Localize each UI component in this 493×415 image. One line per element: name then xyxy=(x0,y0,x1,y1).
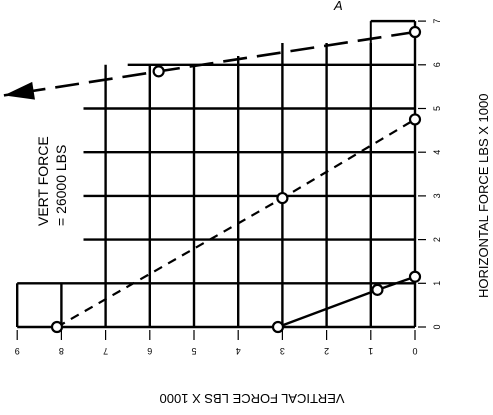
y-tick-label: 5 xyxy=(432,106,442,111)
chart-series xyxy=(3,25,422,334)
data-point xyxy=(408,270,422,283)
annotation-vert-force-value: = 26000 LBS xyxy=(53,145,69,226)
x-tick-label: 3 xyxy=(280,346,285,356)
y-tick-label: 3 xyxy=(432,193,442,198)
arrowhead xyxy=(3,81,35,100)
data-point xyxy=(408,25,422,39)
y-tick-label: 0 xyxy=(432,324,442,329)
data-point xyxy=(50,320,64,334)
annotation-vert-force: VERT FORCE xyxy=(35,136,51,226)
y-tick-label: 7 xyxy=(432,19,442,24)
y-tick-label: 4 xyxy=(432,150,442,155)
y-tick-label: 6 xyxy=(432,62,442,67)
y-axis-label: HORIZONTAL FORCE LBS X 1000 xyxy=(476,94,491,298)
data-point xyxy=(276,191,289,205)
x-tick-label: 0 xyxy=(412,346,417,356)
x-tick-label: 8 xyxy=(59,346,64,356)
y-tick-label: 1 xyxy=(432,281,442,286)
x-tick-label: 1 xyxy=(368,346,373,356)
data-point xyxy=(408,113,422,126)
x-tick-label: 6 xyxy=(147,346,152,356)
data-point xyxy=(371,283,384,296)
x-tick-label: 5 xyxy=(191,346,196,356)
chart-ticks: 0 1 2 3 4 5 6 7 0 1 2 3 4 5 6 7 8 9 xyxy=(15,19,442,356)
chart-grid xyxy=(16,19,417,329)
annotation-a: A xyxy=(333,0,343,13)
x-tick-label: 9 xyxy=(15,346,20,356)
x-tick-label: 7 xyxy=(103,346,108,356)
x-tick-label: 2 xyxy=(324,346,329,356)
x-tick-label: 4 xyxy=(236,346,241,356)
y-tick-label: 2 xyxy=(432,237,442,242)
data-point xyxy=(152,65,165,78)
x-axis-label: VERTICAL FORCE LBS X 1000 xyxy=(160,391,345,406)
data-point xyxy=(271,320,285,334)
